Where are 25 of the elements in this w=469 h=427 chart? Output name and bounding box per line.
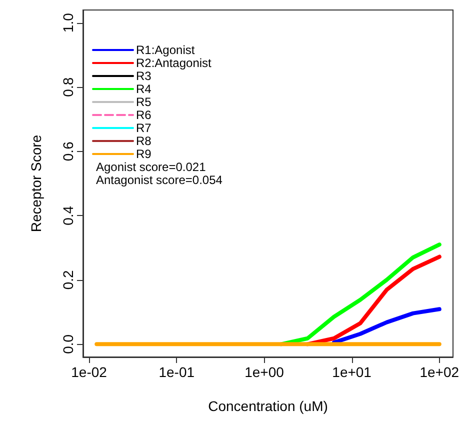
legend-label: R8 <box>136 134 152 148</box>
x-axis-title: Concentration (uM) <box>208 398 328 414</box>
legend-label: R4 <box>136 82 152 96</box>
legend-label: R9 <box>136 147 152 161</box>
annotation: Agonist score=0.021 <box>96 160 206 174</box>
y-tick-label: 1.0 <box>60 12 76 33</box>
x-tick-label: 1e+00 <box>244 364 284 380</box>
y-tick-label: 0.8 <box>60 77 76 97</box>
legend-label: R1:Agonist <box>136 43 196 57</box>
legend-label: R5 <box>136 95 152 109</box>
annotation: Antagonist score=0.054 <box>96 173 223 187</box>
legend-label: R3 <box>136 69 152 83</box>
x-tick-label: 1e+01 <box>332 364 372 380</box>
y-tick-label: 0.6 <box>60 141 76 162</box>
legend-label: R2:Antagonist <box>136 56 212 70</box>
legend-label: R6 <box>136 108 152 122</box>
x-tick-label: 1e-02 <box>71 364 108 380</box>
line-series <box>332 307 442 345</box>
x-tick-label: 1e+02 <box>420 364 460 380</box>
y-tick-label: 0.4 <box>60 206 76 226</box>
y-axis-title: Receptor Score <box>28 134 44 232</box>
y-tick-label: 0.2 <box>60 270 76 290</box>
x-tick-label: 1e-01 <box>158 364 195 380</box>
legend-label: R7 <box>136 121 152 135</box>
y-tick-label: 0.0 <box>60 334 76 354</box>
